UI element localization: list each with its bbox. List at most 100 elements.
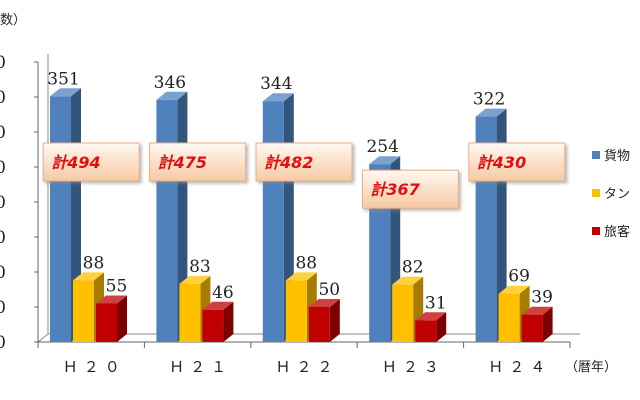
total-callouts: 計494 計475 計482 計367 計430 — [42, 142, 566, 209]
bar-top — [96, 295, 127, 304]
bar-front — [392, 284, 414, 342]
y-tick-label: 0 — [0, 88, 6, 108]
legend-label: タン — [604, 187, 630, 202]
y-tick-label: 0 — [0, 53, 6, 73]
data-label: 55 — [106, 277, 128, 297]
total-callout: 計494 — [42, 142, 140, 182]
bar-front — [498, 293, 520, 342]
x-tick-label: Ｈ２０ — [63, 358, 126, 376]
total-box — [255, 142, 353, 182]
bar-top — [475, 108, 507, 117]
data-label: 69 — [508, 267, 530, 287]
total-callout: 計367 — [361, 169, 459, 209]
data-label: 83 — [189, 257, 211, 277]
y-tick-label: 0 — [0, 298, 6, 318]
x-axis-ticks: Ｈ２０ Ｈ２１ Ｈ２２ Ｈ２３ Ｈ２４ — [63, 358, 551, 376]
bar — [521, 306, 553, 342]
data-label: 31 — [425, 293, 447, 313]
bar-front — [179, 283, 201, 342]
data-label: 254 — [366, 137, 398, 157]
total-box — [361, 169, 459, 209]
y-tick-label: 0 — [0, 228, 6, 248]
legend-label: 貨物 — [604, 148, 630, 164]
bar-top — [308, 299, 340, 307]
bar-top — [202, 301, 234, 310]
y-axis-title: 数） — [0, 13, 26, 28]
data-label: 82 — [402, 258, 424, 278]
x-axis-title: （暦年） — [565, 360, 617, 375]
bar-top — [50, 88, 81, 97]
bar-side — [117, 295, 127, 342]
bars — [50, 88, 553, 342]
y-tick-label: 0 — [0, 333, 6, 353]
bar-top — [392, 276, 424, 285]
bar — [415, 312, 447, 342]
total-box — [468, 142, 566, 182]
legend-swatch — [592, 189, 600, 197]
data-label: 322 — [473, 90, 505, 110]
data-label: 351 — [47, 69, 79, 89]
bar-front — [156, 99, 178, 342]
bar — [202, 301, 234, 342]
bar — [308, 299, 340, 342]
total-label: 計494 — [51, 153, 100, 172]
bar-front — [73, 280, 94, 342]
bar-front — [96, 303, 117, 342]
x-tick-label: Ｈ２３ — [382, 358, 445, 376]
legend-swatch — [592, 151, 600, 159]
bar-top — [285, 272, 317, 281]
y-tick-label: 0 — [0, 193, 6, 213]
bar-top — [498, 285, 530, 294]
data-label: 39 — [531, 288, 553, 308]
bar-front — [202, 309, 224, 342]
bar-side — [542, 306, 553, 342]
bar-top — [156, 91, 188, 100]
floor-edge — [37, 333, 49, 343]
x-tick-label: Ｈ２１ — [169, 358, 232, 376]
data-label: 88 — [295, 253, 317, 273]
total-label: 計430 — [477, 153, 526, 172]
y-axis-ticks: 0 0 0 0 0 0 0 0 0 — [0, 53, 38, 353]
total-box — [149, 142, 247, 182]
legend-label: 旅客 — [604, 224, 630, 240]
bar-top — [179, 275, 211, 284]
bar-front — [50, 96, 71, 342]
total-callout: 計430 — [468, 142, 566, 182]
bar — [96, 295, 127, 342]
x-tick-label: Ｈ２４ — [488, 358, 551, 376]
bar-top — [369, 156, 401, 165]
total-label: 計367 — [370, 180, 420, 199]
bar-top — [262, 93, 294, 102]
total-callout: 計475 — [149, 142, 247, 182]
legend-item: タン — [592, 187, 630, 202]
bar-side — [436, 312, 447, 342]
y-tick-label: 0 — [0, 123, 6, 143]
bar-top — [415, 312, 447, 321]
data-label: 50 — [318, 280, 340, 300]
bar-top — [521, 306, 553, 315]
data-label: 346 — [154, 73, 186, 93]
total-box — [42, 142, 140, 182]
bar-top — [73, 272, 104, 281]
bar-front — [285, 280, 307, 342]
y-tick-label: 0 — [0, 158, 6, 178]
bar-front — [521, 314, 543, 342]
bar-front — [262, 101, 284, 342]
bar-front — [415, 320, 437, 342]
bar-side — [329, 299, 340, 342]
data-label: 344 — [260, 74, 292, 94]
total-label: 計482 — [264, 153, 313, 172]
total-callout: 計482 — [255, 142, 353, 182]
legend-swatch — [592, 227, 600, 235]
x-tick-label: Ｈ２２ — [275, 358, 338, 376]
data-label: 46 — [212, 283, 234, 303]
bar-front — [308, 307, 330, 342]
legend-item: 貨物 — [592, 148, 630, 164]
total-label: 計475 — [158, 153, 207, 172]
bar-side — [223, 301, 234, 342]
legend-item: 旅客 — [592, 224, 630, 240]
y-tick-label: 0 — [0, 263, 6, 283]
